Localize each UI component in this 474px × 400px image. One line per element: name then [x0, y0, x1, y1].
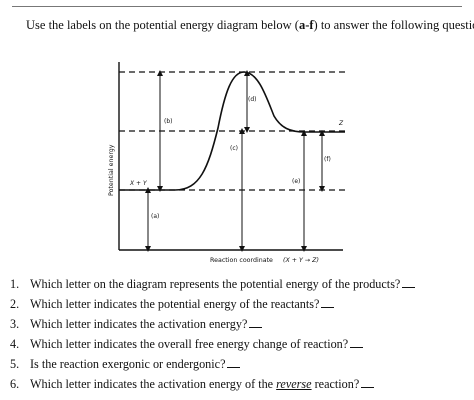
- label-c: (c): [230, 145, 238, 152]
- label-a: (a): [151, 213, 159, 220]
- question-3: 3. Which letter indicates the activation …: [10, 317, 263, 332]
- question-emphasis: reverse: [276, 377, 312, 391]
- question-5: 5. Is the reaction exergonic or endergoni…: [10, 357, 241, 372]
- top-divider: [12, 6, 462, 7]
- question-number: 5.: [10, 357, 20, 371]
- answer-blank[interactable]: [361, 377, 375, 388]
- answer-blank[interactable]: [350, 337, 364, 348]
- y-axis-label: Potential energy: [108, 144, 115, 196]
- label-f: (f): [324, 156, 331, 163]
- label-b: (b): [164, 118, 173, 125]
- reactants-label: X + Y: [129, 180, 148, 187]
- energy-curve: [119, 71, 345, 191]
- answer-blank[interactable]: [402, 277, 416, 288]
- question-text: Which letter indicates the activation en…: [30, 317, 248, 331]
- question-text-pre: Which letter indicates the activation en…: [30, 377, 277, 391]
- instructions-post: ) to answer the following questions.: [313, 18, 474, 32]
- question-number: 1.: [10, 277, 20, 291]
- question-number: 3.: [10, 317, 20, 331]
- product-label: Z: [338, 120, 344, 127]
- answer-blank[interactable]: [249, 317, 263, 328]
- question-text-post: reaction?: [311, 377, 360, 391]
- question-text: Is the reaction exergonic or endergonic?: [30, 357, 226, 371]
- question-6: 6. Which letter indicates the activation …: [10, 377, 375, 392]
- answer-blank[interactable]: [321, 297, 335, 308]
- potential-energy-diagram: (a) (b) (c) (d) (e) (f) X + Y Z Potentia…: [108, 62, 345, 264]
- instructions: Use the labels on the potential energy d…: [26, 18, 474, 33]
- question-text: Which letter on the diagram represents t…: [30, 277, 401, 291]
- answer-blank[interactable]: [227, 357, 241, 368]
- x-axis-equation: (X + Y → Z): [283, 257, 319, 264]
- question-number: 4.: [10, 337, 20, 351]
- question-4: 4. Which letter indicates the overall fre…: [10, 337, 364, 352]
- question-text: Which letter indicates the overall free …: [30, 337, 349, 351]
- x-axis-label: Reaction coordinate: [210, 257, 273, 264]
- instructions-letters: a-f: [298, 18, 314, 32]
- question-2: 2. Which letter indicates the potential e…: [10, 297, 335, 312]
- instructions-pre: Use the labels on the potential energy d…: [26, 18, 299, 32]
- question-number: 6.: [10, 377, 20, 391]
- question-1: 1. Which letter on the diagram represents…: [10, 277, 416, 292]
- label-d: (d): [248, 96, 257, 103]
- question-text: Which letter indicates the potential ene…: [30, 297, 320, 311]
- question-number: 2.: [10, 297, 20, 311]
- label-e: (e): [292, 178, 300, 185]
